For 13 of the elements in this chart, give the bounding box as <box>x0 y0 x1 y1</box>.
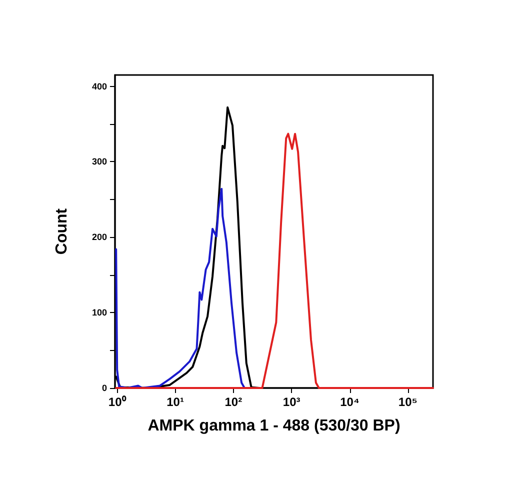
x-tick-label: 10⁵ <box>398 395 418 409</box>
y-tick-label: 400 <box>92 81 107 92</box>
y-tick-label: 100 <box>92 308 107 318</box>
y-tick-label: 200 <box>92 232 107 242</box>
x-tick-label: 10² <box>224 395 242 409</box>
y-tick-label: 0 <box>102 383 107 393</box>
x-tick-label: 10⁴ <box>340 395 360 409</box>
y-axis-title: Count <box>54 208 70 255</box>
x-tick-label: 10³ <box>282 395 300 409</box>
x-axis-title: AMPK gamma 1 - 488 (530/30 BP) <box>148 418 400 434</box>
x-tick-label: 10⁰ <box>108 395 127 409</box>
y-tick-label: 300 <box>92 156 107 167</box>
x-tick-label: 10¹ <box>166 395 184 409</box>
